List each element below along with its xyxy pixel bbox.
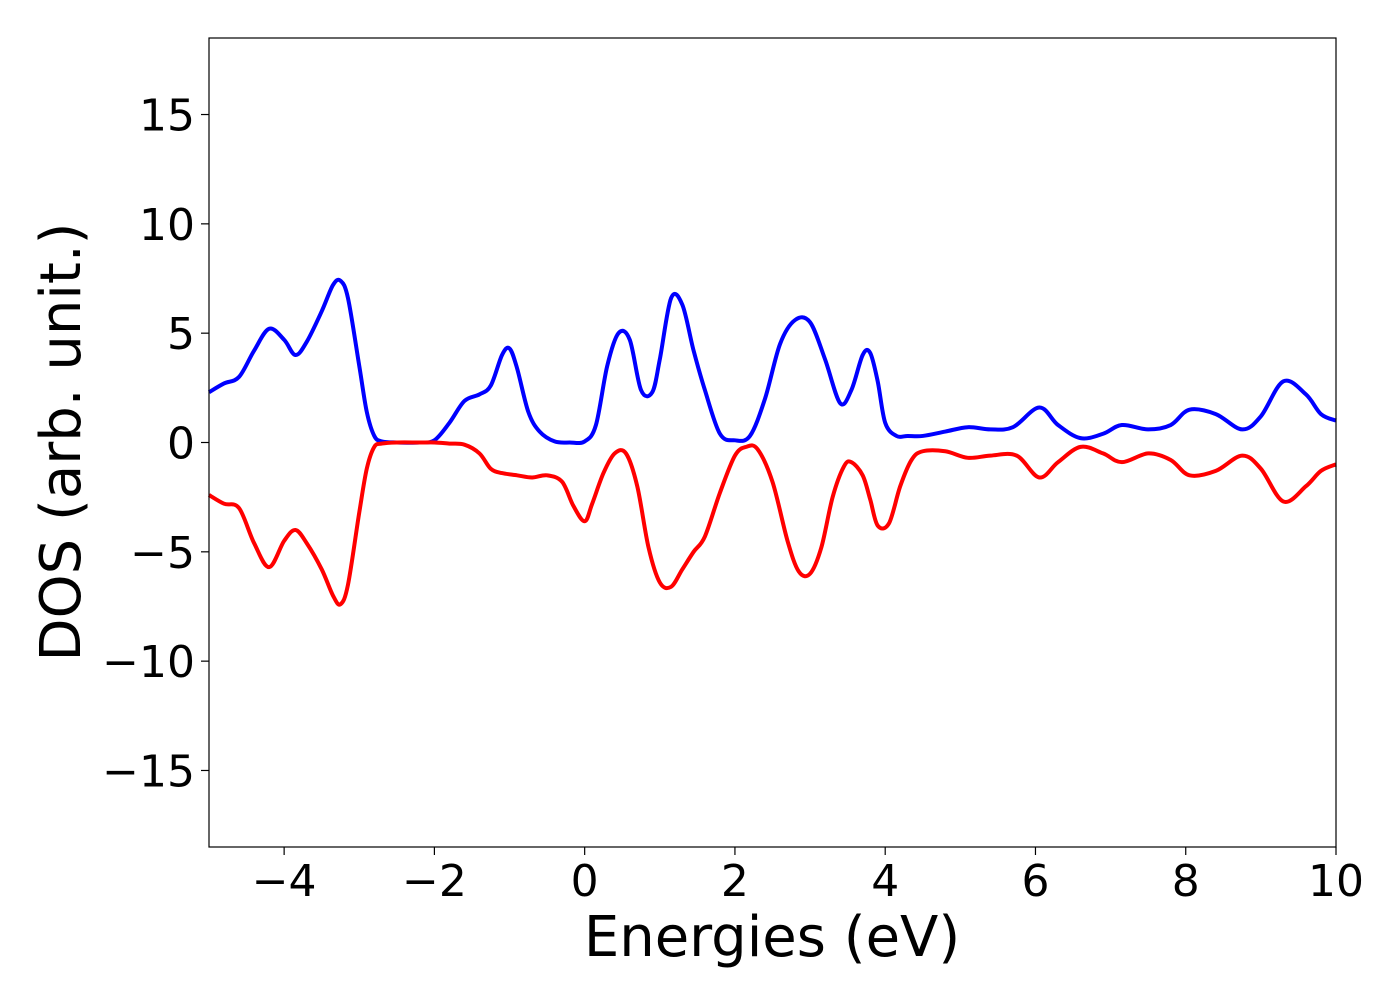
x-tick-label: 4 — [871, 856, 899, 907]
x-tick-label: 2 — [721, 856, 749, 907]
y-axis-ticks: 15 10 5 0 −5 −10 −15 — [102, 91, 209, 797]
series-line-2 — [207, 440, 1337, 607]
y-axis-label: DOS (arb. unit.) — [29, 222, 94, 661]
x-axis-ticks: −4 −2 0 2 4 6 8 10 — [252, 847, 1364, 907]
y-tick-label: −5 — [130, 528, 195, 579]
x-tick-label: 0 — [571, 856, 599, 907]
series-line-1 — [207, 277, 1337, 446]
y-tick-label: −10 — [102, 637, 195, 688]
series-layer — [207, 277, 1337, 607]
y-tick-label: 15 — [139, 91, 195, 142]
x-tick-label: 6 — [1021, 856, 1049, 907]
x-tick-label: 8 — [1172, 856, 1200, 907]
x-tick-label: 10 — [1308, 856, 1364, 907]
x-axis-label: Energies (eV) — [584, 905, 960, 970]
y-tick-label: 0 — [167, 419, 195, 470]
y-tick-label: −15 — [102, 746, 195, 797]
x-tick-label: −4 — [252, 856, 317, 907]
y-tick-label: 10 — [139, 200, 195, 251]
y-tick-label: 5 — [167, 309, 195, 360]
x-tick-label: −2 — [402, 856, 467, 907]
